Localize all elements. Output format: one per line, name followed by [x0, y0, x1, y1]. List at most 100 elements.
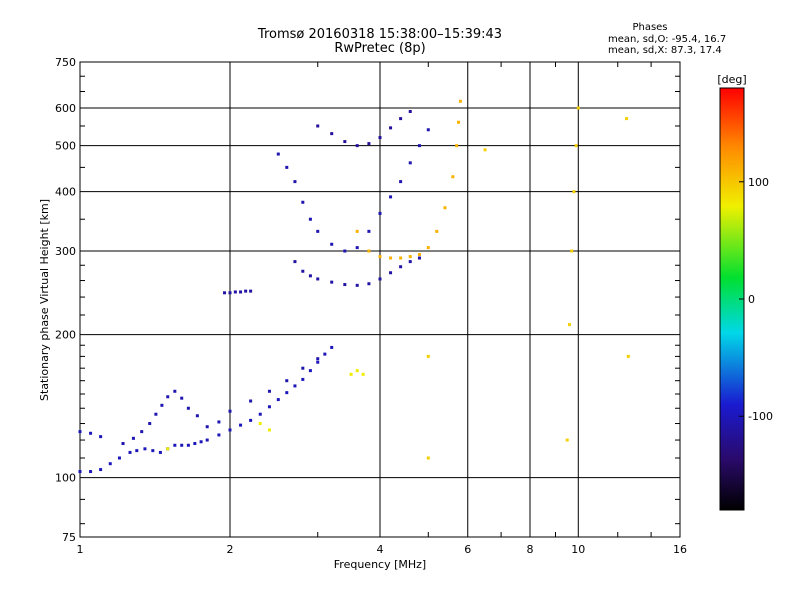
- data-point: [626, 354, 630, 358]
- grid-lines: [80, 62, 680, 537]
- data-point: [217, 433, 221, 437]
- data-point: [355, 144, 359, 148]
- data-point: [355, 229, 359, 233]
- data-point: [408, 109, 412, 113]
- data-point: [343, 283, 347, 287]
- stats-line-x: mean, sd,X: 87.3, 17.4: [608, 45, 722, 56]
- data-point: [451, 175, 455, 179]
- data-point: [301, 269, 305, 273]
- data-point: [160, 403, 164, 407]
- data-point: [121, 442, 125, 446]
- x-tick-label: 6: [464, 543, 471, 556]
- colorbar-ticks: 100 0 -100: [739, 176, 773, 423]
- data-point: [417, 256, 421, 260]
- data-point: [483, 148, 487, 152]
- data-point: [367, 229, 371, 233]
- colorbar-tick-label: 0: [748, 293, 755, 306]
- axis-ticks: 1 2 4 6 8 10 16 75 100 200 300 400 500 600 750: [55, 56, 687, 556]
- data-point: [389, 271, 393, 275]
- data-point: [361, 372, 365, 376]
- data-point: [205, 425, 209, 429]
- data-point: [323, 352, 327, 356]
- data-point: [267, 389, 271, 393]
- series-group: [78, 345, 334, 474]
- y-tick-label: 500: [55, 140, 76, 153]
- data-point: [258, 412, 262, 416]
- data-point: [330, 345, 334, 349]
- data-point: [399, 180, 403, 184]
- data-point: [99, 468, 103, 472]
- x-tick-label: 16: [673, 543, 687, 556]
- data-point: [131, 436, 135, 440]
- data-point: [151, 449, 155, 453]
- data-point: [239, 423, 243, 427]
- data-point: [285, 379, 289, 383]
- colorbar-tick-label: -100: [748, 410, 773, 423]
- y-tick-label: 300: [55, 245, 76, 258]
- data-point: [128, 450, 132, 454]
- data-point: [349, 372, 353, 376]
- x-tick-label: 8: [527, 543, 534, 556]
- data-point: [316, 277, 320, 281]
- y-tick-label: 400: [55, 186, 76, 199]
- colorbar-tick-label: 100: [748, 176, 769, 189]
- data-point: [355, 283, 359, 287]
- data-point: [417, 144, 421, 148]
- data-point: [301, 377, 305, 381]
- y-tick-label: 600: [55, 102, 76, 115]
- data-point: [293, 260, 297, 264]
- data-point: [389, 195, 393, 199]
- series-group: [426, 106, 630, 460]
- data-point: [195, 414, 199, 418]
- data-point: [408, 255, 412, 259]
- data-point: [186, 406, 190, 410]
- data-point: [367, 249, 371, 253]
- series-group: [293, 256, 421, 287]
- data-point: [301, 200, 305, 204]
- x-axis-label: Frequency [MHz]: [334, 558, 426, 571]
- data-point: [228, 291, 232, 295]
- data-point: [143, 447, 147, 451]
- data-points: [78, 99, 630, 474]
- data-point: [193, 442, 197, 446]
- data-point: [135, 449, 139, 453]
- data-point: [89, 470, 93, 474]
- data-point: [316, 360, 320, 364]
- series-group: [223, 289, 253, 295]
- data-point: [180, 443, 184, 447]
- data-point: [249, 418, 253, 422]
- data-point: [367, 282, 371, 286]
- data-point: [426, 354, 430, 358]
- data-point: [285, 165, 289, 169]
- stats-heading: Phases: [632, 22, 667, 33]
- y-tick-label: 75: [62, 531, 76, 544]
- data-point: [316, 357, 320, 361]
- data-point: [378, 277, 382, 281]
- data-point: [367, 142, 371, 146]
- x-tick-label: 2: [227, 543, 234, 556]
- data-point: [173, 443, 177, 447]
- data-point: [435, 229, 439, 233]
- data-point: [625, 117, 629, 121]
- data-point: [316, 124, 320, 128]
- data-point: [455, 144, 459, 148]
- colorbar-label: [deg]: [717, 73, 746, 86]
- data-point: [199, 440, 203, 444]
- data-point: [316, 229, 320, 233]
- data-point: [399, 117, 403, 121]
- data-point: [399, 265, 403, 269]
- data-point: [276, 398, 280, 402]
- data-point: [228, 428, 232, 432]
- data-point: [78, 470, 82, 474]
- data-point: [355, 246, 359, 250]
- data-point: [330, 132, 334, 136]
- data-point: [378, 136, 382, 140]
- data-point: [276, 152, 280, 156]
- data-point: [408, 161, 412, 165]
- series-group: [276, 128, 430, 253]
- data-point: [99, 435, 103, 439]
- data-point: [426, 456, 430, 460]
- data-point: [148, 422, 152, 426]
- data-point: [228, 409, 232, 413]
- data-point: [426, 246, 430, 250]
